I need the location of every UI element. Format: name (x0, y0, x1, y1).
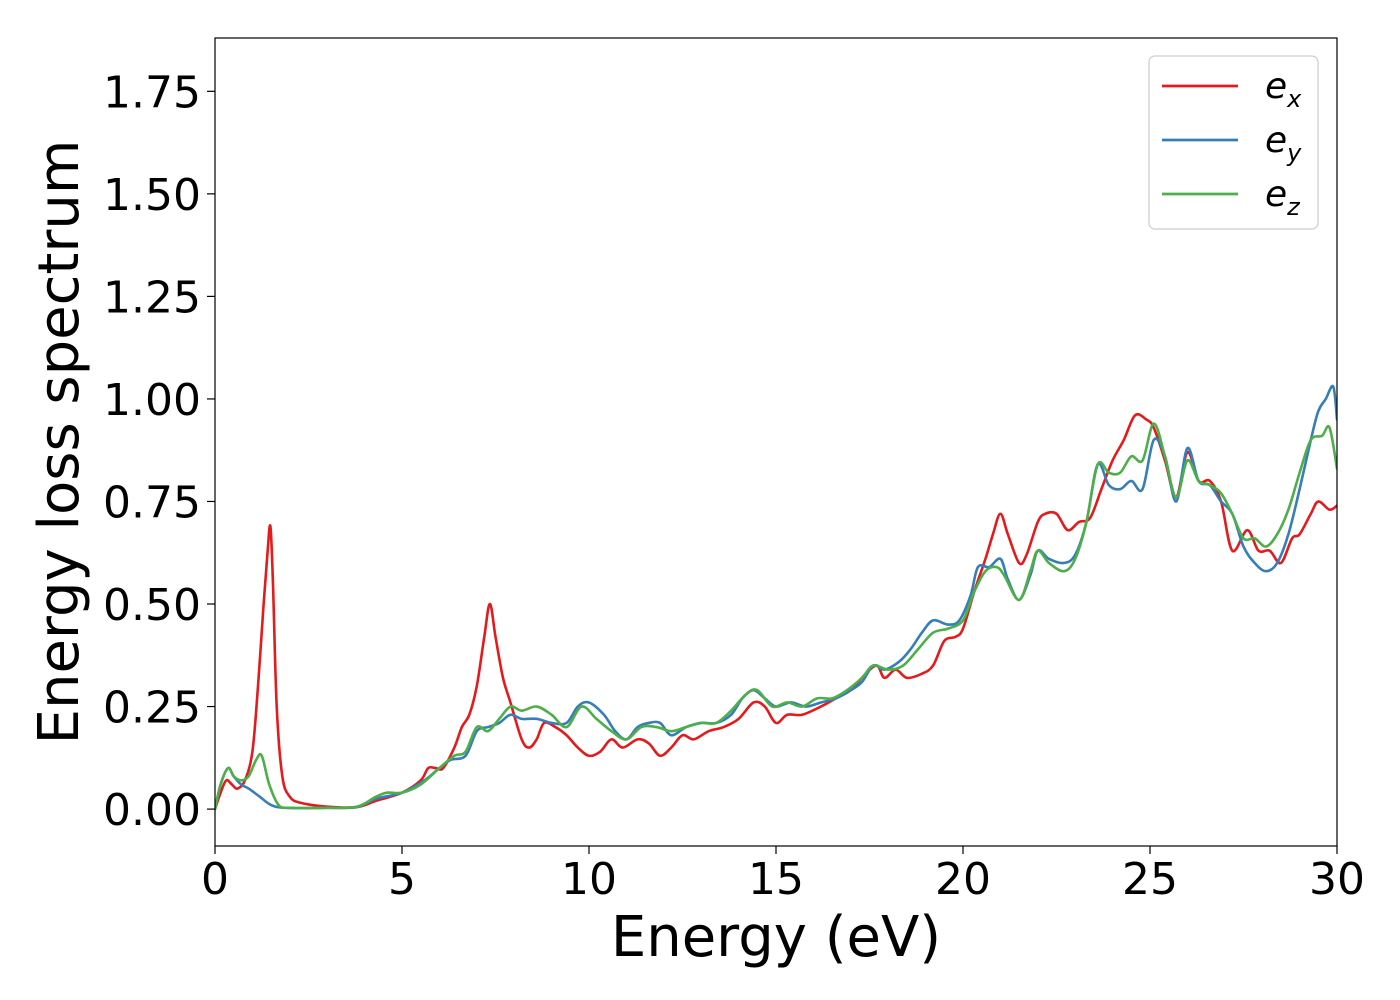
series-line-e-y (215, 384, 1337, 811)
series-layer (215, 384, 1337, 811)
legend-label-e-y: ey (1265, 120, 1302, 167)
y-tick-label: 1.75 (103, 67, 201, 118)
y-axis-ticks: 0.00 0.25 0.50 0.75 1.00 1.25 1.50 1.75 (103, 67, 215, 836)
y-tick-label: 1.25 (103, 272, 201, 323)
y-tick-label: 0.00 (103, 785, 201, 836)
y-tick-label: 0.25 (103, 683, 201, 734)
x-axis-title: Energy (eV) (611, 905, 941, 970)
x-axis-ticks: 0 5 10 15 20 25 30 (201, 846, 1365, 905)
legend-box (1148, 55, 1319, 230)
legend: ex ey ez (1148, 55, 1319, 230)
x-tick-label: 30 (1309, 854, 1365, 905)
legend-label-e-z: ez (1265, 174, 1301, 221)
x-tick-label: 15 (748, 854, 804, 905)
y-axis-title: Energy loss spectrum (27, 140, 92, 745)
x-tick-label: 5 (388, 854, 416, 905)
y-tick-label: 0.75 (103, 477, 201, 528)
x-tick-label: 20 (935, 854, 991, 905)
x-tick-label: 25 (1122, 854, 1178, 905)
series-line-e-z (215, 422, 1337, 811)
x-tick-label: 10 (561, 854, 617, 905)
x-tick-label: 0 (201, 854, 229, 905)
y-tick-label: 1.50 (103, 170, 201, 221)
legend-label-e-x: ex (1265, 66, 1302, 113)
y-tick-label: 0.50 (103, 580, 201, 631)
y-tick-label: 1.00 (103, 375, 201, 426)
